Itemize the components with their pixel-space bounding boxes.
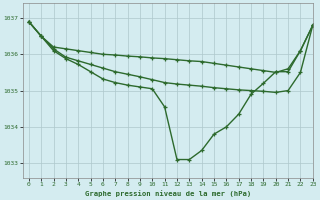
X-axis label: Graphe pression niveau de la mer (hPa): Graphe pression niveau de la mer (hPa) (84, 190, 251, 197)
